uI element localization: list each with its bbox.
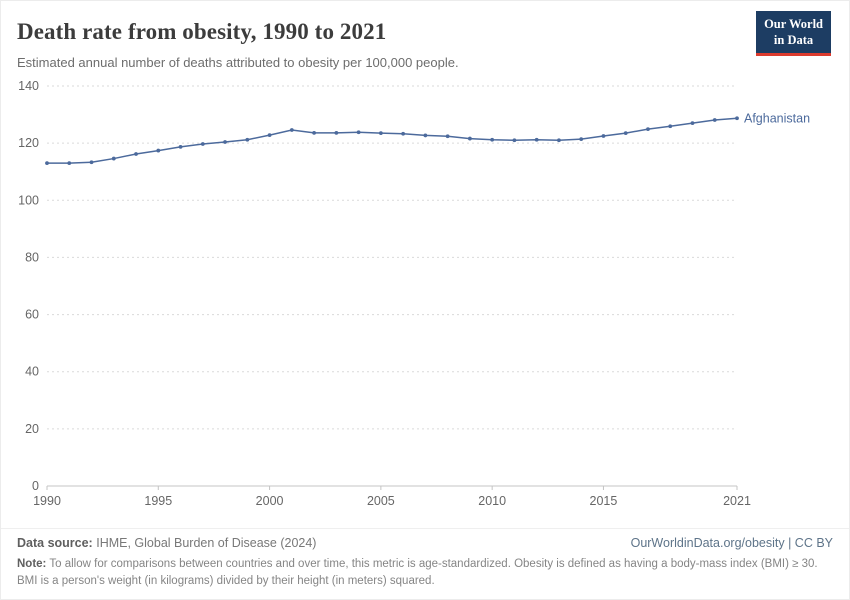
credit-link[interactable]: OurWorldinData.org/obesity | CC BY xyxy=(630,535,833,550)
data-source: Data source: IHME, Global Burden of Dise… xyxy=(17,536,316,550)
data-point xyxy=(534,137,539,142)
y-axis-label: 60 xyxy=(25,308,39,322)
footnote: Note: To allow for comparisons between c… xyxy=(17,556,833,591)
data-point xyxy=(178,144,183,149)
data-point xyxy=(668,124,673,129)
data-point xyxy=(45,161,49,166)
data-source-label: Data source: xyxy=(17,535,93,550)
footnote-label: Note: xyxy=(17,557,47,570)
data-point xyxy=(67,161,72,166)
data-point xyxy=(512,138,517,143)
data-point xyxy=(312,130,316,135)
y-axis-label: 100 xyxy=(18,193,39,207)
data-point xyxy=(89,160,94,165)
data-point xyxy=(356,130,361,135)
y-axis-label: 40 xyxy=(25,365,39,379)
owid-logo-line1: Our World xyxy=(764,17,823,31)
page-title: Death rate from obesity, 1990 to 2021 xyxy=(17,19,387,44)
y-axis-label: 20 xyxy=(25,422,39,436)
data-point xyxy=(490,137,495,142)
data-source-text: IHME, Global Burden of Disease (2024) xyxy=(96,535,317,550)
data-point xyxy=(712,118,717,122)
chart-header: Death rate from obesity, 1990 to 2021 Es… xyxy=(1,1,849,70)
data-point xyxy=(579,137,584,142)
x-axis-label: 2005 xyxy=(367,494,395,508)
data-point xyxy=(401,131,406,136)
data-point xyxy=(445,134,450,139)
y-axis-label: 80 xyxy=(25,250,39,264)
data-point xyxy=(601,134,606,138)
data-point xyxy=(690,121,695,126)
data-point xyxy=(223,140,227,144)
data-point xyxy=(468,136,472,141)
afghanistan-line xyxy=(47,117,738,164)
x-axis-label: 1995 xyxy=(144,494,172,508)
data-point xyxy=(623,131,628,136)
data-point xyxy=(646,127,650,132)
source-row: Data source: IHME, Global Burden of Dise… xyxy=(17,536,833,550)
y-axis-label: 0 xyxy=(32,479,39,493)
data-point xyxy=(557,138,561,143)
entity-label: Afghanistan xyxy=(744,111,810,125)
data-point xyxy=(267,133,272,138)
x-axis-label: 2021 xyxy=(723,494,751,508)
data-point xyxy=(245,137,250,142)
y-axis-label: 140 xyxy=(18,79,39,93)
data-point xyxy=(156,148,161,153)
data-point xyxy=(735,116,739,121)
data-point xyxy=(378,131,383,136)
line-chart: 0 20 40 60 80 100 120 140 1990 1995 2000 2005 2010 20… xyxy=(1,74,849,521)
data-point xyxy=(111,156,116,161)
chart-footer: Data source: IHME, Global Burden of Dise… xyxy=(1,527,849,599)
x-axis-label: 2000 xyxy=(256,494,284,508)
data-point xyxy=(134,152,138,156)
data-point xyxy=(423,133,428,138)
chart-subtitle: Estimated annual number of deaths attrib… xyxy=(17,55,459,70)
data-point xyxy=(200,142,205,146)
x-axis-label: 1990 xyxy=(33,494,61,508)
footnote-text: To allow for comparisons between countri… xyxy=(17,557,818,587)
chart-canvas: 0 20 40 60 80 100 120 140 1990 1995 2000 2005 2010 20… xyxy=(18,79,810,508)
x-axis-label: 2015 xyxy=(590,494,618,508)
data-point xyxy=(289,128,294,132)
owid-logo-line2: in Data xyxy=(773,33,814,48)
x-axis-label: 2010 xyxy=(478,494,506,508)
y-axis-label: 120 xyxy=(18,136,39,150)
data-point xyxy=(334,130,339,135)
owid-logo[interactable]: Our World in Data xyxy=(756,11,831,56)
